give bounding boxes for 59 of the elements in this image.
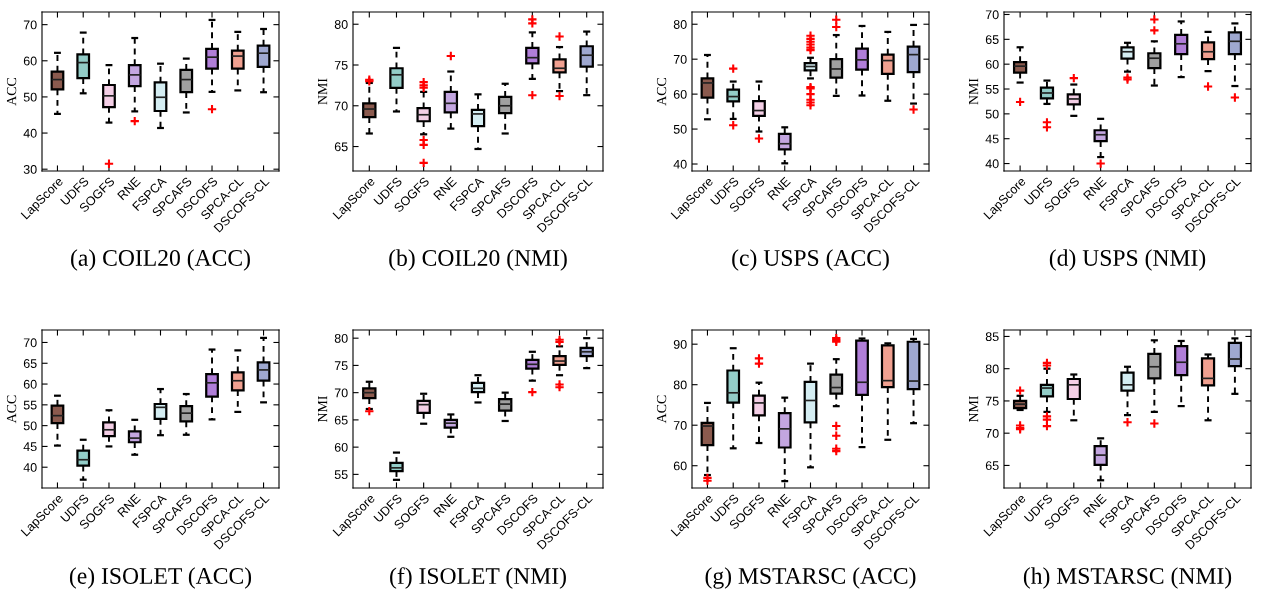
y-axis-title: ACC <box>656 395 667 424</box>
y-tick-label: 80 <box>673 380 687 390</box>
text: (e) ISOLET (ACC) <box>69 567 252 589</box>
y-tick-label: 60 <box>23 56 37 66</box>
y-tick-label: 70 <box>23 20 37 30</box>
y-tick-label: 65 <box>23 359 37 368</box>
y-tick-label: 70 <box>985 10 999 20</box>
y-tick-label: 40 <box>985 159 999 169</box>
y-tick-label: 80 <box>673 20 687 29</box>
y-tick-label: 30 <box>23 164 37 174</box>
text: (g) MSTARSC (ACC) <box>705 567 916 589</box>
y-tick-label: 55 <box>985 84 999 94</box>
y-tick-label: 75 <box>334 361 348 371</box>
y-tick-label: 65 <box>985 35 999 44</box>
y-tick-label: 50 <box>673 124 687 134</box>
y-axis-title: ACC <box>6 77 17 106</box>
y-tick-label: 40 <box>23 128 37 138</box>
y-tick-label: 65 <box>985 461 999 471</box>
text: (c) USPS (ACC) <box>732 249 889 271</box>
y-axis-title: NMI <box>969 78 979 105</box>
y-tick-label: 80 <box>334 20 348 29</box>
y-tick-label: 85 <box>985 332 999 342</box>
text: (b) COIL20 (NMI) <box>389 249 567 271</box>
y-tick-label: 70 <box>673 421 687 430</box>
y-tick-label: 60 <box>673 89 687 99</box>
y-tick-label: 70 <box>673 54 687 64</box>
y-tick-label: 65 <box>334 142 348 152</box>
text: (d) USPS (NMI) <box>1049 249 1206 271</box>
y-axis-title: ACC <box>656 77 667 106</box>
text: (h) MSTARSC (NMI) <box>1023 567 1232 589</box>
y-tick-label: 70 <box>23 338 37 348</box>
y-tick-label: 50 <box>985 109 999 119</box>
y-axis-title: NMI <box>318 78 328 105</box>
y-axis-title: NMI <box>969 395 979 423</box>
y-tick-label: 60 <box>334 442 348 452</box>
y-tick-label: 65 <box>334 415 348 425</box>
y-tick-label: 45 <box>23 442 37 452</box>
y-tick-label: 45 <box>985 134 999 144</box>
text: (f) ISOLET (NMI) <box>390 567 566 589</box>
y-tick-label: 70 <box>334 388 348 398</box>
y-tick-label: 40 <box>673 159 687 169</box>
y-tick-label: 55 <box>23 400 37 410</box>
y-axis-title: ACC <box>6 395 17 424</box>
y-tick-label: 70 <box>985 428 999 438</box>
y-tick-label: 75 <box>334 60 348 70</box>
text: (a) COIL20 (ACC) <box>71 249 250 271</box>
y-tick-label: 40 <box>23 463 37 472</box>
y-tick-label: 50 <box>23 421 37 431</box>
y-tick-label: 70 <box>334 101 348 111</box>
y-axis-title: NMI <box>318 395 328 423</box>
y-tick-label: 60 <box>985 59 999 69</box>
y-tick-label: 55 <box>334 470 348 480</box>
y-tick-label: 75 <box>985 396 999 406</box>
y-tick-label: 60 <box>673 461 687 471</box>
y-tick-label: 60 <box>23 379 37 389</box>
y-tick-label: 80 <box>985 364 999 374</box>
y-tick-label: 80 <box>334 333 348 343</box>
y-tick-label: 50 <box>23 92 37 102</box>
y-tick-label: 90 <box>673 339 687 349</box>
